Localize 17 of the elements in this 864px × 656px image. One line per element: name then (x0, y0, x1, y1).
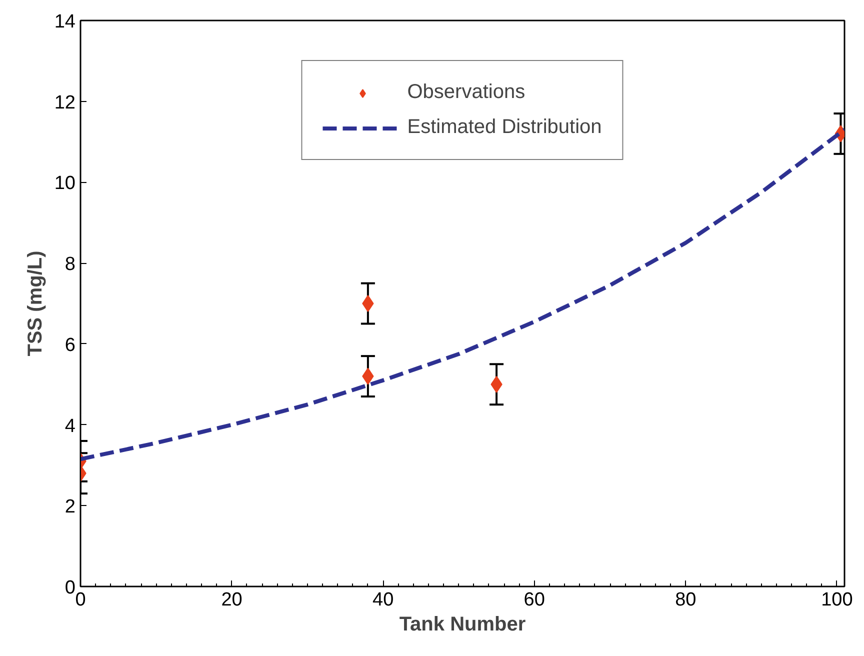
x-tick-label: 60 (524, 590, 545, 610)
legend-label: Observations (407, 81, 526, 104)
point (362, 295, 374, 312)
y-tick-label: 8 (64, 254, 76, 276)
x-tick-label: 100 (821, 590, 853, 610)
y-tick-label: 10 (54, 173, 76, 194)
y-tick-label: 2 (64, 496, 76, 518)
y-tick-label: 12 (54, 92, 76, 114)
legend-label: Estimated Distribution (407, 116, 602, 139)
x-tick-label: 80 (675, 590, 696, 610)
x-axis-title: Tank Number (399, 614, 526, 636)
y-tick-label: 4 (64, 416, 76, 437)
x-tick-label: 20 (221, 590, 242, 610)
y-tick-label: 6 (64, 334, 76, 356)
x-tick-label: 40 (372, 590, 394, 610)
y-axis-title: TSS (mg/L) (24, 250, 46, 356)
y-tick-label: 14 (54, 12, 76, 32)
